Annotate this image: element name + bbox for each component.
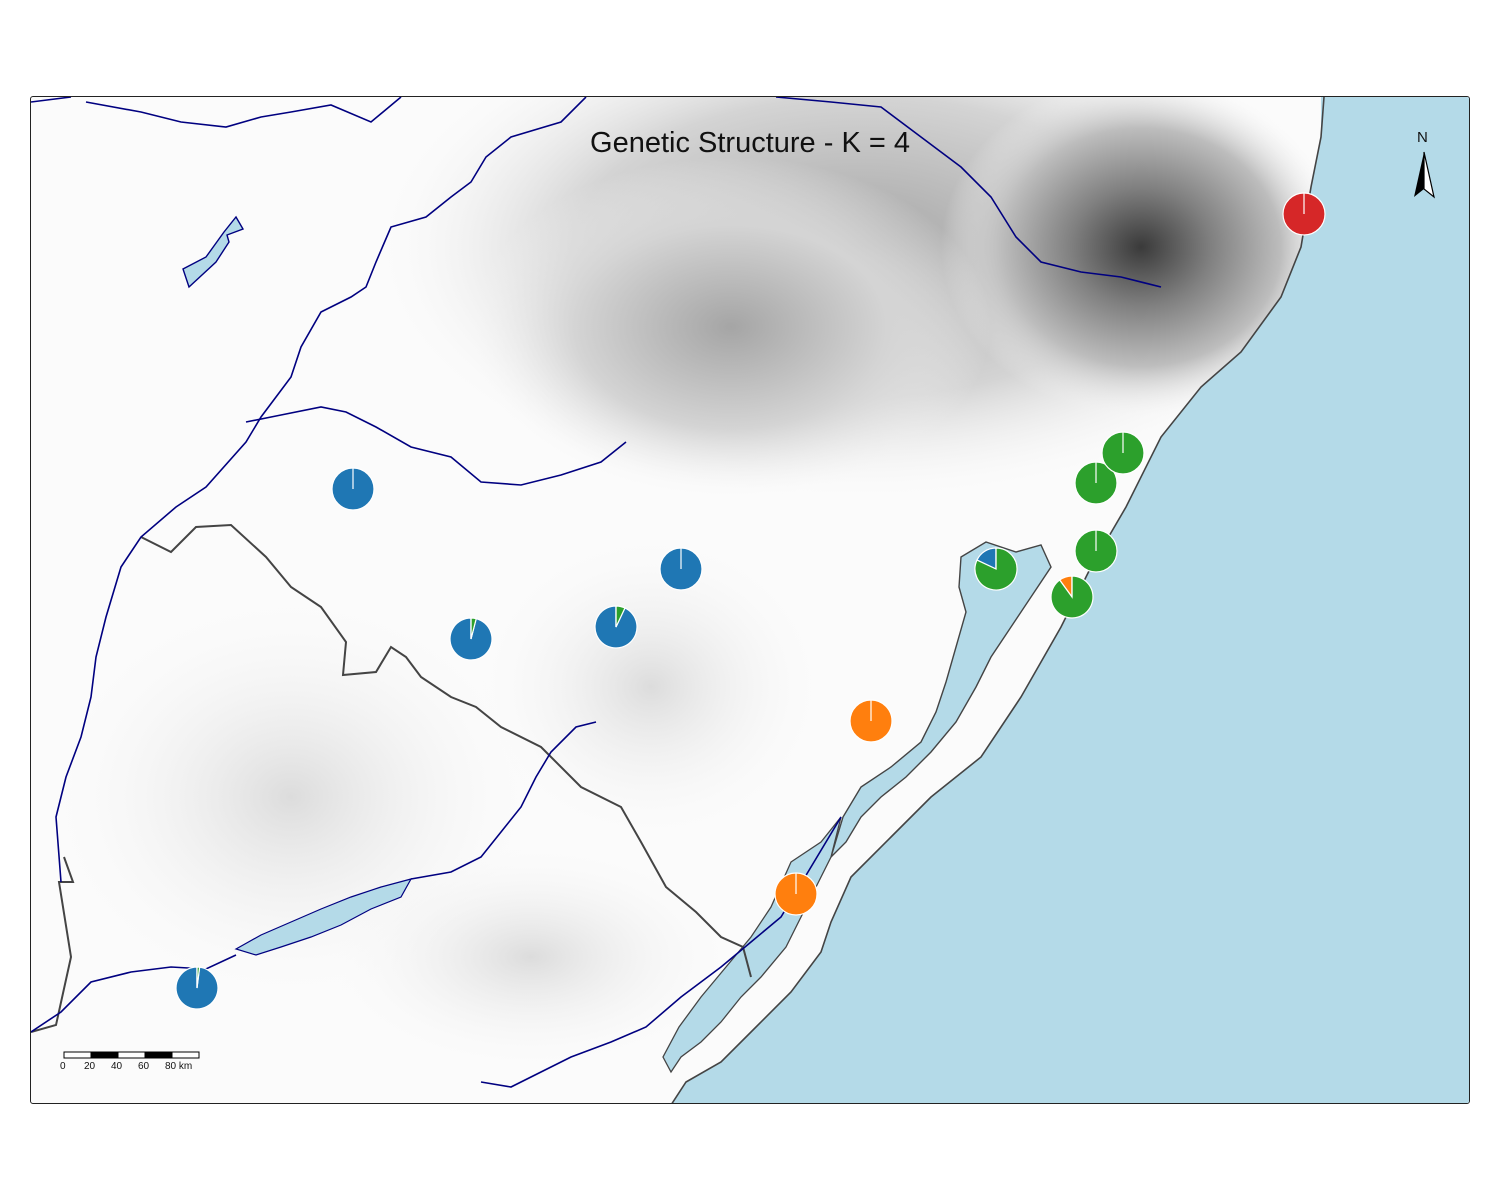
state-border: [31, 523, 752, 1033]
population-pie-p6: [974, 547, 1018, 591]
population-pie-p1: [331, 467, 375, 511]
map-title: Genetic Structure - K = 4: [590, 127, 910, 159]
river-network: [31, 97, 1162, 1088]
lake-small: [182, 215, 245, 289]
reservoir: [234, 878, 413, 956]
population-pie-p2: [449, 617, 493, 661]
scale-label-60: 60: [138, 1061, 150, 1072]
scale-label-0: 0: [60, 1061, 66, 1072]
population-pie-p12: [774, 872, 818, 916]
population-pies: [175, 192, 1326, 1010]
population-pie-p13: [1282, 192, 1326, 236]
scale-bar: [63, 1051, 200, 1059]
population-pie-p3: [594, 605, 638, 649]
scale-label-80: 80 km: [165, 1061, 193, 1072]
population-pie-p11: [849, 699, 893, 743]
north-arrow-icon: [1414, 151, 1435, 199]
population-pie-p9: [1074, 461, 1118, 505]
map-frame[interactable]: Genetic Structure - K = 4 N 0 20 40 60 8…: [30, 96, 1470, 1104]
ocean: [672, 97, 1469, 1103]
north-label: N: [1417, 129, 1428, 146]
terrain-relief: [51, 97, 1341, 1067]
population-pie-p5: [175, 966, 219, 1010]
scale-label-20: 20: [84, 1061, 96, 1072]
scale-label-40: 40: [111, 1061, 123, 1072]
population-pie-p7: [1050, 575, 1094, 619]
map-canvas[interactable]: [31, 97, 1470, 1104]
coastline: [671, 97, 1325, 1103]
population-pie-p4: [659, 547, 703, 591]
lagoon-large: [830, 541, 1052, 858]
population-pie-p8: [1074, 529, 1118, 573]
population-pie-p10: [1101, 431, 1145, 475]
